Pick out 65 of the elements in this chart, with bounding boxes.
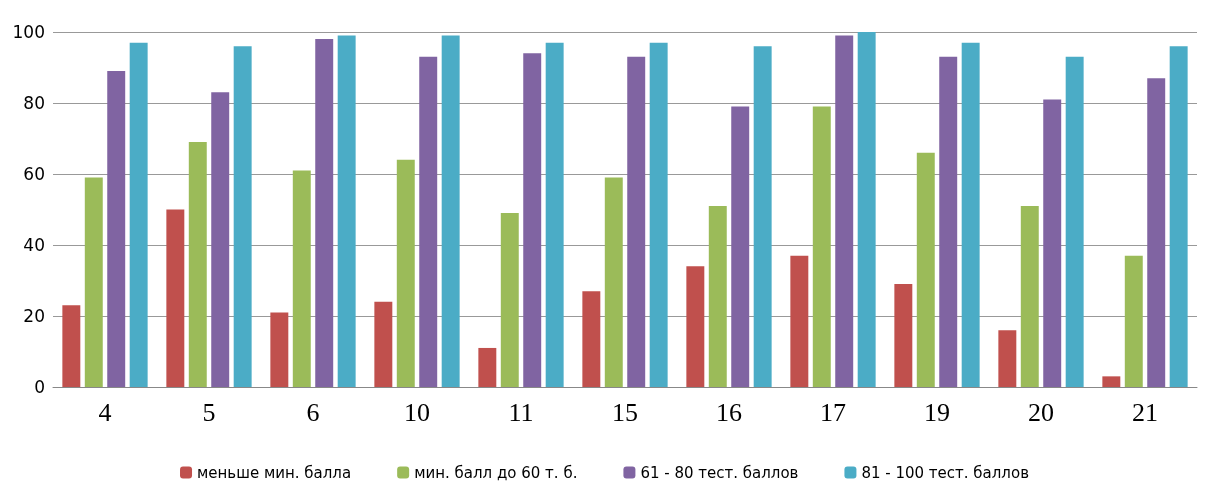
bar [337,35,356,387]
bar [419,56,438,387]
bar [649,42,668,387]
bar [545,42,564,387]
bar [62,305,81,387]
bar [961,42,980,387]
bar [315,39,334,387]
bar [1043,99,1062,387]
legend-label: 81 - 100 тест. баллов [861,463,1029,482]
bar [233,46,252,387]
x-tick-label: 6 [306,397,320,427]
bar [939,56,958,387]
bar [1102,376,1121,387]
bar [857,32,876,387]
bar [790,255,809,387]
legend-label: 61 - 80 тест. баллов [640,463,799,482]
bar [374,301,393,387]
x-tick-label: 5 [202,397,216,427]
bar [998,330,1017,387]
y-tick-label: 100 [12,22,45,42]
bar [500,213,519,387]
bar [270,312,289,387]
bar [582,291,601,387]
bar [211,92,230,387]
bar [686,266,705,387]
bar [812,106,831,387]
bar [523,53,542,387]
bar [1147,78,1166,387]
x-tick-label: 15 [612,397,638,427]
bar [731,106,750,387]
bar [916,152,935,387]
x-tick-label: 21 [1132,397,1158,427]
x-tick-label: 16 [716,397,742,427]
bar [604,177,623,387]
bar [1020,205,1039,387]
bar [894,284,913,387]
bar [188,142,207,387]
legend-label: меньше мин. балла [197,463,352,482]
bar [396,159,415,387]
bar [107,71,126,387]
bar [753,46,772,387]
bar [292,170,311,387]
x-tick-label: 10 [404,397,430,427]
bar [627,56,646,387]
bar [478,347,497,387]
y-tick-label: 0 [34,377,45,397]
bar [708,205,727,387]
x-tick-label: 20 [1028,397,1054,427]
legend-label: мин. балл до 60 т. б. [414,463,578,482]
y-tick-label: 80 [23,93,45,113]
x-tick-label: 11 [508,397,534,427]
bar [441,35,460,387]
bar [166,209,185,387]
y-tick-label: 40 [23,235,45,255]
x-tick-label: 17 [820,397,846,427]
bar [84,177,103,387]
bar [835,35,854,387]
y-tick-label: 20 [23,306,45,326]
bar [1065,56,1084,387]
bar [1169,46,1188,387]
x-tick-label: 4 [98,397,112,427]
bar [129,42,148,387]
bar [1124,255,1143,387]
y-tick-label: 60 [23,164,45,184]
x-tick-label: 19 [924,397,950,427]
